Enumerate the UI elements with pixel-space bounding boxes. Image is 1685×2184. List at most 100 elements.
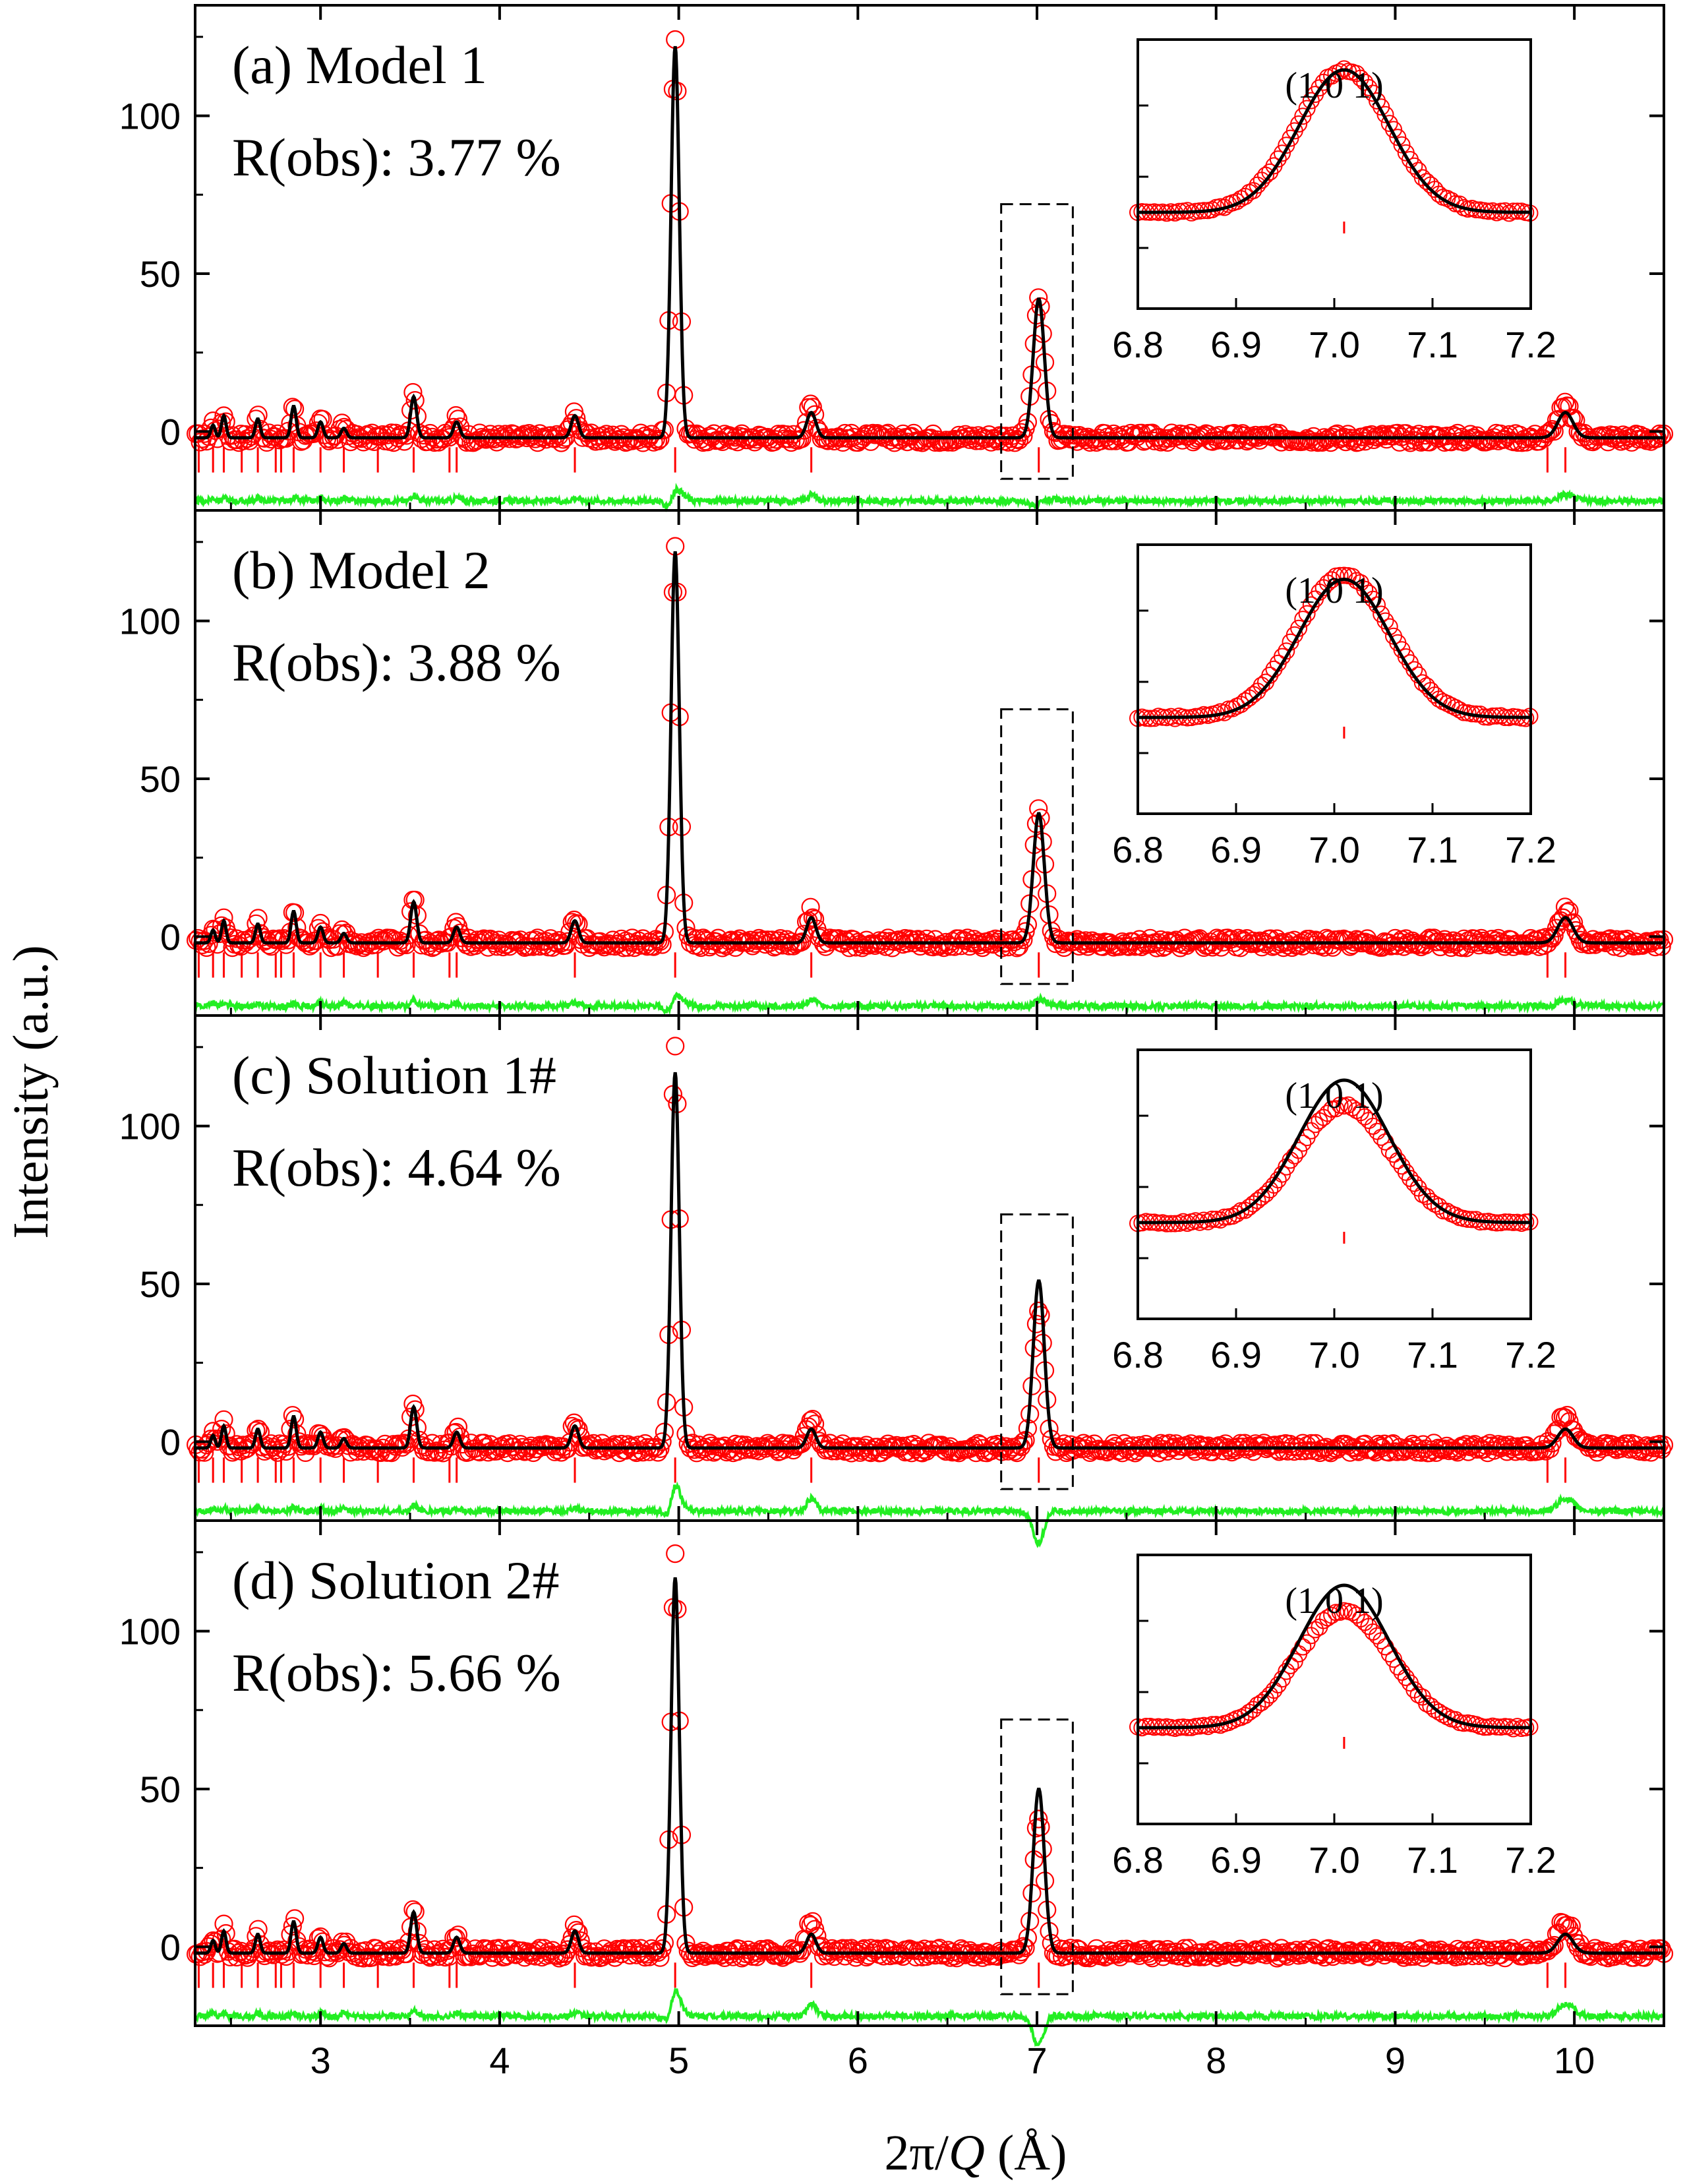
inset-observed-point — [1318, 1105, 1336, 1122]
zoom-box — [1000, 708, 1074, 985]
observed-point — [1543, 928, 1562, 948]
observed-point — [1014, 1937, 1033, 1956]
inset-x-tick-label: 7.0 — [1309, 1334, 1360, 1376]
inset-x-tick-label: 6.8 — [1112, 324, 1164, 365]
x-tick-label: 9 — [1385, 2040, 1405, 2081]
y-tick-label: 100 — [119, 96, 181, 137]
inset-peak-label: (1 0 1) — [1285, 1076, 1383, 1116]
observed-point — [440, 1433, 459, 1452]
inset-x-tick-label: 7.0 — [1309, 324, 1360, 365]
inset-observed-point — [1405, 157, 1423, 175]
inset: (1 0 1) 6.8 6.9 7.0 7.1 7.2 — [1112, 1554, 1556, 1881]
inset-x-tick-label: 7.1 — [1407, 829, 1458, 870]
observed-point — [1579, 1946, 1598, 1965]
inset-observed-point — [1327, 1100, 1345, 1118]
inset-x-tick-label: 6.9 — [1210, 1839, 1262, 1881]
x-axis-label: 2π/Q (Å) — [885, 2125, 1067, 2181]
calculated-line — [195, 551, 1664, 945]
observed-point — [1214, 1441, 1233, 1461]
inset-x-tick-label: 6.9 — [1210, 829, 1262, 870]
bragg-ticks — [197, 952, 1567, 978]
inset-observed-point — [1356, 73, 1374, 91]
observed-point — [341, 1443, 360, 1462]
inset-calculated-line — [1138, 577, 1531, 719]
inset-observed-point — [1274, 144, 1291, 162]
panel-title: (b) Model 2 — [232, 540, 490, 600]
observed-point — [1306, 432, 1325, 451]
inset-x-tick-label: 6.9 — [1210, 1334, 1262, 1376]
inset-observed-point — [1369, 92, 1386, 109]
inset-observed-point — [1294, 107, 1312, 125]
observed-point — [678, 926, 697, 946]
inset-observed-series — [1129, 1096, 1539, 1232]
observed-point — [1007, 1443, 1026, 1463]
observed-point — [605, 936, 625, 956]
observed-point — [697, 1442, 717, 1461]
inset-x-tick-label: 7.2 — [1505, 829, 1556, 870]
bragg-ticks — [197, 447, 1567, 473]
inset-observed-point — [1323, 1606, 1341, 1624]
difference-curve — [194, 1481, 1665, 1548]
r-obs-value: R(obs): 4.64 % — [232, 1138, 561, 1198]
observed-point — [1270, 1947, 1289, 1966]
observed-point — [1145, 431, 1164, 450]
observed-point — [1130, 930, 1149, 949]
observed-point — [666, 1544, 685, 1563]
inset-calculated-line — [1138, 1583, 1531, 1730]
observed-point — [1411, 1939, 1431, 1958]
observed-point — [528, 928, 547, 948]
panel-b: 0 50 100 (b) Model 2 R(obs): 3.88 % (1 0 1) 6.… — [119, 509, 1674, 1017]
observed-point — [1278, 936, 1297, 955]
observed-point — [1555, 1408, 1575, 1427]
y-tick-label: 50 — [140, 758, 181, 800]
observed-point — [1411, 1443, 1431, 1462]
inset-observed-point — [1344, 1099, 1361, 1116]
observed-point — [419, 432, 438, 451]
observed-point — [1405, 431, 1424, 450]
observed-point — [719, 1441, 738, 1460]
r-obs-value: R(obs): 5.66 % — [232, 1643, 561, 1703]
observed-point — [642, 425, 661, 444]
inset: (1 0 1) 6.8 6.9 7.0 7.1 7.2 — [1112, 1048, 1556, 1376]
observed-series — [187, 537, 1674, 957]
inset-x-tick-label: 7.1 — [1407, 324, 1458, 365]
y-tick-label: 0 — [160, 411, 181, 452]
inset-x-tick-label: 7.2 — [1505, 1839, 1556, 1881]
observed-point — [1009, 431, 1029, 450]
r-obs-value: R(obs): 3.77 % — [232, 127, 561, 187]
observed-point — [1545, 422, 1564, 441]
r-obs-value: R(obs): 3.88 % — [232, 632, 561, 692]
inset-observed-point — [1380, 115, 1398, 133]
y-tick-label: 50 — [140, 253, 181, 295]
y-axis-label: Intensity (a.u.) — [3, 945, 59, 1238]
inset-calculated-line — [1138, 68, 1531, 214]
observed-point — [197, 938, 216, 957]
panel-title: (a) Model 1 — [232, 35, 487, 95]
inset-observed-point — [1315, 1612, 1332, 1629]
x-axis-label-unit: (Å) — [985, 2125, 1067, 2181]
inset-observed-point — [1311, 79, 1328, 97]
observed-point — [634, 1443, 653, 1462]
observed-point — [648, 431, 668, 450]
observed-point — [231, 1941, 251, 1960]
observed-point — [567, 1418, 586, 1438]
observed-point — [489, 425, 508, 444]
inset-observed-point — [1331, 566, 1349, 584]
x-tick-label: 8 — [1206, 2040, 1226, 2081]
calculated-line — [195, 46, 1664, 440]
panels: 0 50 100 (a) Model 1 R(obs): 3.77 % (1 0 1) 6.… — [119, 4, 1674, 2081]
zoom-box — [1000, 1213, 1074, 1490]
observed-point — [223, 426, 242, 445]
observed-point — [564, 910, 584, 930]
observed-point — [1014, 1432, 1033, 1451]
inset-x-tick-label: 7.1 — [1407, 1839, 1458, 1881]
observed-point — [1207, 928, 1226, 948]
observed-point — [541, 426, 560, 445]
observed-point — [483, 930, 502, 950]
observed-point — [259, 1941, 278, 1960]
observed-point — [354, 938, 373, 957]
observed-point — [1373, 425, 1392, 444]
observed-point — [863, 423, 883, 443]
observed-point — [999, 1441, 1018, 1461]
difference-curve — [194, 483, 1665, 512]
